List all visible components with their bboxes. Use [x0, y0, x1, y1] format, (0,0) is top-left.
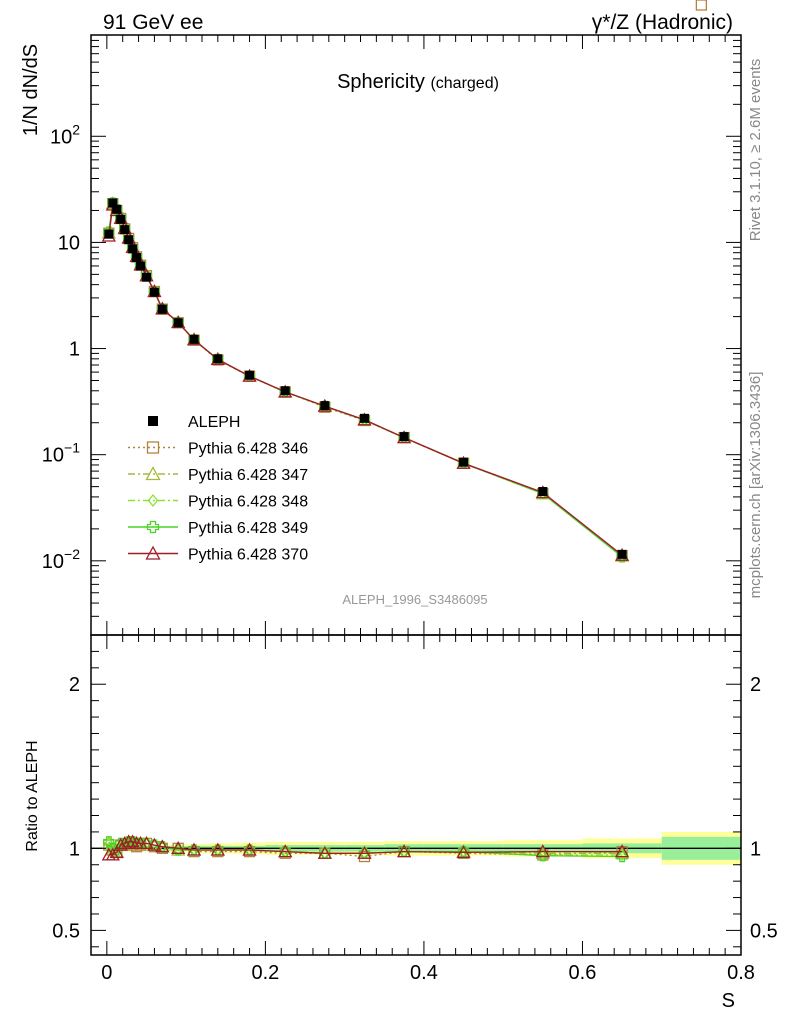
- ratio-point: [242, 842, 257, 856]
- ratio-point: [109, 845, 124, 859]
- legend-marker: [145, 545, 161, 560]
- ratio-point: [105, 847, 120, 861]
- data-point: [128, 244, 138, 254]
- mcplots-label: mcplots.cern.ch [arXiv:1306.3436]: [747, 372, 764, 599]
- ratio-point: [139, 836, 154, 850]
- x-tick-label: 0.2: [251, 962, 279, 984]
- legend-label: Pythia 6.428 370: [188, 547, 308, 564]
- ratio-point: [117, 836, 132, 850]
- y-tick-label: 10−1: [42, 440, 80, 467]
- analysis-watermark: ALEPH_1996_S3486095: [342, 592, 487, 607]
- data-point: [399, 432, 409, 442]
- x-tick-label: 0: [101, 962, 112, 984]
- main-ylabel: 1/N dN/dS: [20, 44, 42, 136]
- legend-label: Pythia 6.428 346: [188, 441, 308, 458]
- legend-marker: [146, 441, 160, 454]
- series-4: [103, 197, 628, 563]
- legend-entry: Pythia 6.428 347: [128, 466, 308, 484]
- legend-entry: Pythia 6.428 346: [128, 441, 308, 458]
- data-point: [173, 318, 183, 328]
- ratio-y-tick-label: 2: [69, 674, 80, 696]
- legend-entry: ALEPH: [148, 414, 240, 431]
- data-point: [189, 334, 199, 344]
- y-tick-label: 102: [50, 121, 80, 148]
- legend-entry: Pythia 6.428 370: [128, 545, 308, 564]
- series-2: [101, 196, 630, 562]
- ratio-y-tick-label-right: 1: [750, 838, 761, 860]
- legend-entry: Pythia 6.428 349: [128, 520, 308, 537]
- legend-label: Pythia 6.428 348: [188, 494, 308, 511]
- series-line: [108, 201, 623, 557]
- ratio-point: [125, 834, 140, 848]
- y-tick-label: 1: [69, 339, 80, 361]
- data-point: [108, 198, 118, 208]
- data-point: [120, 225, 130, 235]
- ratio-point: [456, 845, 471, 859]
- data-point: [136, 261, 146, 271]
- data-point: [112, 204, 122, 214]
- data-point: [141, 272, 151, 282]
- data-point: [116, 214, 126, 224]
- x-axis-label: S: [722, 990, 735, 1012]
- series-5: [101, 197, 630, 561]
- x-tick-label: 0.4: [410, 962, 438, 984]
- ratio-point: [317, 845, 332, 859]
- series-line: [108, 203, 623, 556]
- data-point: [149, 287, 159, 297]
- series-line: [108, 201, 623, 557]
- ratio-point: [186, 842, 202, 856]
- series-point: [695, 0, 708, 11]
- ratio-point: [535, 844, 550, 858]
- ratio-point: [210, 842, 225, 856]
- y-tick-label: 10: [58, 232, 80, 254]
- data-point: [124, 235, 134, 245]
- data-point: [132, 253, 142, 263]
- ratio-point: [397, 844, 412, 858]
- rivet-label: Rivet 3.1.10, ≥ 2.6M events: [747, 59, 764, 242]
- series-line: [108, 200, 623, 558]
- ratio-y-tick-label: 1: [69, 838, 80, 860]
- ratio-series-5: [101, 834, 630, 861]
- legend-marker: [146, 520, 160, 534]
- data-point: [359, 413, 369, 423]
- header-right: γ*/Z (Hadronic): [592, 11, 733, 34]
- data-point: [538, 486, 548, 496]
- x-tick-label: 0.8: [727, 962, 755, 984]
- data-point: [280, 386, 290, 396]
- legend-entry: Pythia 6.428 348: [128, 494, 308, 511]
- ratio-ylabel: Ratio to ALEPH: [24, 740, 41, 851]
- ratio-y-tick-label-right: 2: [750, 674, 761, 696]
- x-tick-label: 0.6: [569, 962, 597, 984]
- series-3: [104, 197, 627, 563]
- data-point: [320, 401, 330, 411]
- plot-title: Sphericity (charged): [337, 71, 499, 93]
- legend-marker: [148, 416, 158, 426]
- ratio-point: [155, 839, 170, 853]
- data-point: [157, 304, 167, 314]
- data-point: [245, 370, 255, 380]
- data-point: [213, 354, 223, 364]
- legend-marker: [145, 466, 161, 481]
- series-line: [108, 201, 623, 557]
- header-left: 91 GeV ee: [103, 11, 203, 34]
- ratio-point: [615, 844, 630, 858]
- data-point: [104, 229, 114, 239]
- legend-marker: [147, 493, 159, 508]
- y-tick-label: 10−2: [42, 546, 80, 573]
- data-point: [459, 457, 469, 467]
- legend-label: Pythia 6.428 349: [188, 520, 308, 537]
- ratio-point: [147, 837, 162, 851]
- data-series: [104, 198, 627, 559]
- data-point: [617, 549, 627, 559]
- ratio-point: [171, 840, 186, 854]
- ratio-frame: [90, 634, 742, 956]
- ratio-point: [357, 845, 372, 859]
- ratio-y-tick-label-right: 0.5: [750, 920, 778, 942]
- ratio-point: [103, 836, 115, 848]
- legend-label: ALEPH: [188, 414, 240, 431]
- ratio-point: [278, 844, 293, 858]
- ratio-y-tick-label: 0.5: [52, 920, 80, 942]
- legend-label: Pythia 6.428 347: [188, 467, 308, 484]
